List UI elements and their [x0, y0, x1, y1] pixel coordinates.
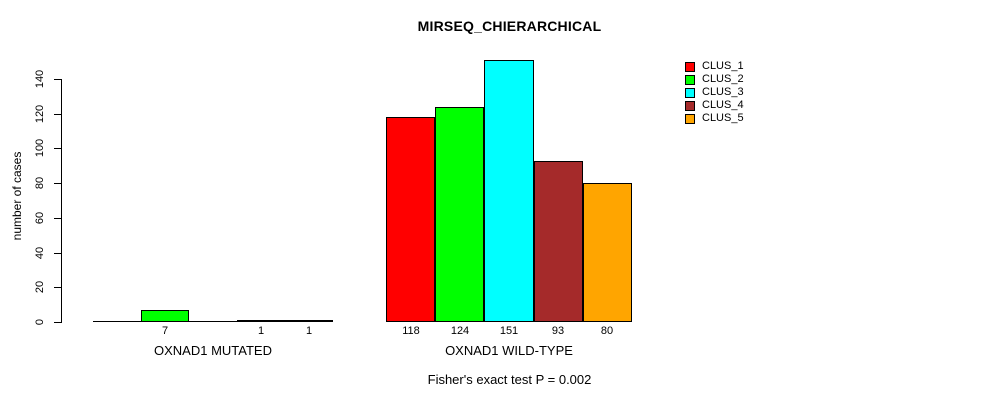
bar-value-label: 93 [551, 325, 565, 337]
bar-clus_4-group1 [534, 161, 583, 322]
legend-label-clus_2: CLUS_2 [702, 73, 744, 85]
y-axis-tick-label: 120 [34, 104, 46, 124]
legend-label-clus_5: CLUS_5 [702, 112, 744, 124]
bar-clus_2-group0 [141, 310, 189, 322]
group-baseline [93, 321, 333, 322]
bar-clus_2-group1 [435, 107, 484, 322]
legend-label-clus_1: CLUS_1 [702, 60, 744, 72]
y-axis-tick [54, 79, 61, 80]
legend-label-clus_4: CLUS_4 [702, 99, 744, 111]
y-axis-tick [54, 253, 61, 254]
y-axis-tick-label: 40 [34, 246, 46, 260]
y-axis-tick [54, 287, 61, 288]
bar-value-label: 118 [402, 325, 420, 337]
y-axis-tick-label: 80 [34, 176, 46, 190]
bar-value-label: 151 [499, 325, 519, 337]
y-axis-tick [54, 218, 61, 219]
legend-label-clus_3: CLUS_3 [702, 86, 744, 98]
legend-item-clus_2: CLUS_2 [685, 73, 744, 86]
bar-clus_1-group1 [386, 117, 435, 322]
footnote-fishers-test: Fisher's exact test P = 0.002 [427, 372, 592, 387]
bar-value-label: 7 [161, 325, 169, 337]
y-axis-tick [54, 322, 61, 323]
legend-item-clus_4: CLUS_4 [685, 99, 744, 112]
x-group-label-oxnad1-mutated: OXNAD1 MUTATED [154, 343, 272, 358]
bar-clus_3-group1 [484, 60, 534, 322]
bar-value-label: 124 [450, 325, 470, 337]
legend-swatch-clus_5 [685, 113, 695, 124]
bar-clus_5-group0 [285, 320, 333, 322]
legend-item-clus_3: CLUS_3 [685, 86, 744, 99]
y-axis-tick-label: 140 [34, 69, 46, 89]
y-axis-tick [54, 114, 61, 115]
y-axis-tick-label: 0 [34, 318, 46, 326]
legend-item-clus_1: CLUS_1 [685, 60, 744, 73]
x-group-label-oxnad1-wild-type: OXNAD1 WILD-TYPE [445, 343, 573, 358]
bar-clus_5-group1 [583, 183, 632, 322]
bar-clus_4-group0 [237, 320, 285, 322]
bar-value-label: 80 [600, 325, 614, 337]
y-axis-tick [54, 148, 61, 149]
y-axis-title: number of cases [10, 151, 24, 241]
y-axis-line [61, 79, 62, 323]
legend-swatch-clus_1 [685, 61, 695, 72]
y-axis-tick-label: 20 [34, 280, 46, 294]
legend-swatch-clus_3 [685, 87, 695, 98]
chart-title: MIRSEQ_CHIERARCHICAL [417, 18, 602, 34]
y-axis-tick-label: 60 [34, 211, 46, 225]
legend-swatch-clus_4 [685, 100, 695, 111]
legend-item-clus_5: CLUS_5 [685, 112, 744, 125]
y-axis-tick-label: 100 [34, 138, 46, 158]
legend: CLUS_1 CLUS_2 CLUS_3 CLUS_4 CLUS_5 [685, 60, 744, 125]
y-axis-tick [54, 183, 61, 184]
bar-value-label: 1 [305, 325, 313, 337]
bar-value-label: 1 [257, 325, 265, 337]
legend-swatch-clus_2 [685, 74, 695, 85]
